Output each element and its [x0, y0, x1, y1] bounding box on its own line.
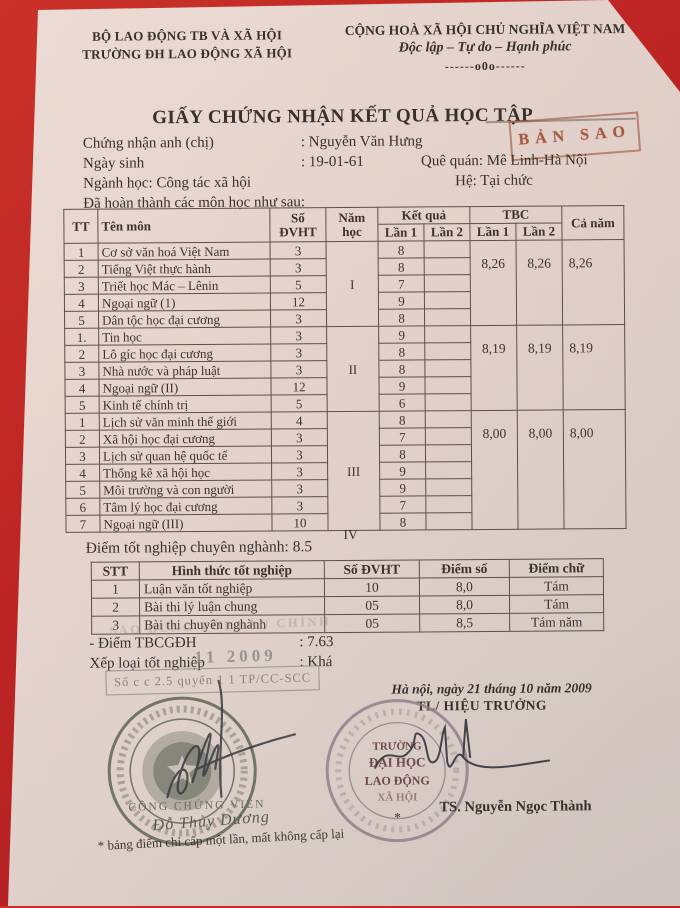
place-date: Hà nội, ngày 21 tháng 10 năm 2009 [391, 680, 592, 697]
dob-value: : 19-01-61 [300, 153, 364, 171]
table-row: 1 Lịch sử văn minh thế giới 4 III 8 8,00 8… [65, 409, 627, 531]
tbcgdh-label: - Điểm TBCGĐH [89, 635, 197, 652]
national-motto-divider: ------o0o------ [444, 58, 526, 74]
table-row: 1. Tin học 3 II 9 8,19 8,19 8,19 [64, 324, 626, 412]
major: Ngành học: Công tác xã hội [83, 174, 252, 192]
score2-cell [425, 393, 472, 411]
score2-cell [424, 359, 471, 377]
org-line1: BỘ LAO ĐỘNG TB VÀ XÃ HỘI [92, 27, 283, 44]
year-cell: II [326, 326, 380, 412]
score2-cell [424, 325, 471, 343]
col-result-a1: Lần 1 [377, 223, 425, 242]
transcript-table: TT Tên môn Số ĐVHT Năm học Kết quả TBC C… [63, 205, 627, 533]
score2-cell [424, 291, 471, 309]
score2-cell [425, 461, 472, 479]
signer-name: TS. Nguyễn Ngọc Thành [439, 798, 592, 816]
page-title: GIẤY CHỨNG NHẬN KẾT QUẢ HỌC TẬP [152, 104, 534, 129]
stamp-line-xahoi: XÃ HỘI [377, 790, 417, 803]
date-stamp: 11 2009 [194, 645, 277, 667]
graduation-score-line: Điểm tốt nghiệp chuyên nghành: 8.5 [85, 538, 313, 557]
stamp-line-laodong: LAO ĐỘNG [365, 773, 430, 787]
score2-cell [424, 257, 471, 275]
col-year: Năm học [325, 207, 379, 242]
col-result: Kết quả [377, 206, 470, 225]
university-round-stamp: TRƯỜNG ĐẠI HỌC LAO ĐỘNG XÃ HỘI * [325, 699, 469, 843]
dob-label: Ngày sinh [82, 155, 145, 172]
national-motto-line2: Độc lập – Tự do – Hạnh phúc [398, 39, 572, 56]
rector-signature [374, 719, 551, 769]
col-subject: Tên môn [97, 207, 271, 244]
system: Hệ: Tại chức [455, 172, 533, 190]
national-header: CỘNG HOÀ XÃ HỘI CHỦ NGHĨA VIỆT NAM Độc l… [327, 20, 643, 76]
student-info: Chứng nhận anh (chị) : Nguyễn Văn Hưng N… [83, 132, 649, 216]
issuing-org: BỘ LAO ĐỘNG TB VÀ XÃ HỘI TRƯỜNG ĐH LAO Đ… [55, 26, 319, 64]
col-tbc-a1: Lần 1 [469, 223, 517, 241]
table-row: 1 Cơ sở văn hoá Việt Nam 3 I 8 8,26 8,26 8… [64, 239, 625, 327]
col-result-a2: Lần 2 [423, 223, 471, 241]
score2-cell [424, 342, 471, 360]
national-motto-line1: CỘNG HOÀ XÃ HỘI CHỦ NGHĨA VIỆT NAM [344, 20, 626, 38]
tbcgdh-value: : 7.63 [299, 634, 334, 651]
year-cell: III [327, 411, 381, 531]
org-line2: TRƯỜNG ĐH LAO ĐỘNG XÃ HỘI [82, 45, 293, 62]
score2-cell [424, 274, 471, 292]
score2-cell [424, 376, 472, 394]
student-name: : Nguyễn Văn Hưng [300, 133, 423, 151]
stamp-star: * [394, 810, 401, 825]
year-cell: I [326, 241, 379, 327]
score2-cell [425, 410, 472, 428]
score2-cell [424, 308, 471, 326]
col-tbc-a2: Lần 2 [515, 222, 563, 241]
col-credits: Số ĐVHT [269, 207, 327, 242]
year-iv-label: IV [343, 526, 358, 542]
score2-cell [425, 495, 472, 513]
score2-cell [425, 427, 472, 445]
col-tbc: TBC [469, 205, 562, 224]
score2-cell [425, 478, 472, 496]
col-fullyear: Cả năm [561, 205, 625, 240]
hometown: Quê quán: Mê Linh-Hà Nội [420, 152, 588, 170]
score2-cell [425, 444, 472, 462]
notary-signature [166, 679, 297, 799]
certify-label: Chứng nhận anh (chị) [82, 134, 214, 152]
score2-cell [424, 240, 471, 258]
col-tt: TT [63, 209, 99, 244]
score2-cell [425, 512, 473, 530]
